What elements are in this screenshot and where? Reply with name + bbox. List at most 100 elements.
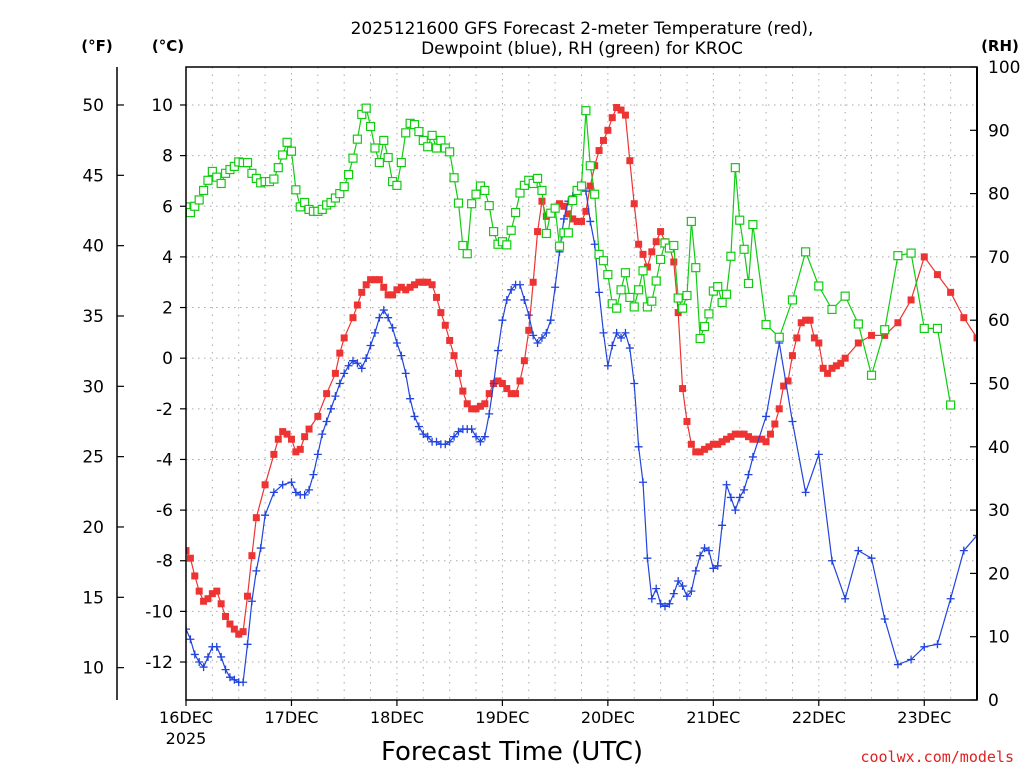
dewpoint-point: [256, 544, 265, 553]
temperature-point: [608, 114, 616, 122]
dewpoint-point: [230, 675, 239, 684]
dewpoint-point: [643, 554, 652, 563]
temperature-point: [828, 364, 836, 372]
temperature-point: [217, 600, 225, 608]
rh-point: [616, 285, 626, 295]
temperature-point: [441, 321, 449, 329]
dewpoint-point: [366, 341, 375, 350]
celsius-tick-label: 6: [162, 197, 173, 217]
temperature-point: [701, 445, 709, 453]
temperature-point: [432, 293, 440, 301]
rh-tick-label: 100: [988, 58, 1020, 78]
rh-point: [576, 181, 587, 191]
celsius-tick-label: -10: [145, 602, 173, 622]
dewpoint-point: [652, 584, 661, 593]
x-tick-label: 22DEC: [792, 708, 846, 727]
rh-point: [726, 251, 736, 261]
dewpoint-point: [718, 521, 727, 530]
dewpoint-point: [920, 642, 929, 651]
rh-point: [401, 128, 411, 138]
rh-point: [814, 281, 824, 291]
rh-point: [480, 185, 490, 196]
temperature-point: [375, 276, 383, 284]
dewpoint-point: [959, 546, 968, 555]
dewpoint-point: [278, 480, 287, 489]
rh-point: [563, 228, 573, 238]
rh-point: [365, 121, 376, 132]
dewpoint-point: [700, 544, 709, 553]
dewpoint-point: [190, 650, 199, 659]
dewpoint-point: [880, 614, 889, 623]
dewpoint-point: [656, 599, 665, 608]
rh-point: [682, 290, 692, 301]
rh-tick-label: 30: [988, 501, 1010, 521]
rh-point: [669, 240, 679, 251]
dewpoint-point: [893, 660, 902, 669]
rh-point: [532, 173, 543, 184]
rh-point: [379, 135, 389, 146]
temperature-point: [296, 445, 304, 453]
rh-point: [699, 321, 710, 332]
rh-point: [638, 266, 648, 276]
dewpoint-point: [740, 485, 749, 494]
rh-point: [436, 135, 446, 146]
dewpoint-point: [854, 546, 863, 555]
temperature-point: [512, 390, 520, 398]
temperature-point: [305, 425, 313, 433]
temperature-point: [569, 215, 577, 223]
temperature-point: [446, 336, 454, 344]
temperature-point: [1000, 355, 1007, 362]
rh-tick-label: 50: [988, 375, 1010, 395]
rh-point: [651, 276, 661, 286]
rh-tick-label: 90: [988, 121, 1010, 141]
temperature-point: [529, 278, 537, 286]
rh-point: [273, 163, 283, 173]
temperature-point: [362, 281, 370, 289]
temperature-point: [314, 412, 322, 420]
temperature-point: [802, 316, 810, 324]
temperature-point: [287, 435, 295, 443]
rh-point: [787, 295, 798, 305]
dewpoint-point: [660, 602, 669, 611]
dewpoint-point: [502, 295, 511, 304]
dewpoint-point: [748, 452, 757, 461]
dewpoint-point: [515, 280, 524, 289]
rh-point: [339, 182, 349, 192]
dewpoint-point: [353, 359, 362, 368]
dewpoint-point: [973, 531, 977, 540]
temperature-point: [226, 620, 234, 628]
dewpoint-point: [454, 427, 463, 436]
rh-point: [427, 130, 437, 140]
temperature-point: [358, 288, 366, 296]
dewpoint-point: [441, 440, 450, 449]
dewpoint-point: [410, 412, 419, 421]
series-dewpoint: [186, 179, 977, 687]
fahrenheit-tick-label: 25: [82, 448, 104, 468]
rh-tick-label: 60: [988, 311, 1010, 331]
temperature-point: [824, 369, 832, 377]
dewpoint-point: [630, 379, 639, 388]
rh-point: [673, 293, 683, 303]
rh-point: [392, 180, 402, 190]
dewpoint-point: [432, 437, 441, 446]
series-rh: [186, 103, 956, 410]
dewpoint-point: [625, 344, 634, 353]
dewpoint-point: [687, 587, 696, 596]
fahrenheit-tick-label: 50: [82, 96, 104, 116]
dewpoint-point: [537, 333, 546, 342]
rh-point: [537, 185, 547, 196]
rh-point: [352, 134, 362, 144]
dewpoint-point: [261, 511, 270, 520]
celsius-tick-label: 0: [162, 349, 173, 369]
temperature-point: [485, 390, 493, 398]
temperature-point: [749, 435, 757, 443]
temperature-point: [784, 377, 792, 385]
dewpoint-point: [485, 409, 494, 418]
rh-point: [453, 198, 464, 208]
rh-point: [515, 188, 525, 198]
temperature-point: [947, 288, 955, 296]
temperature-point: [810, 334, 818, 342]
rh-point: [598, 256, 609, 266]
temperature-point: [753, 435, 761, 443]
